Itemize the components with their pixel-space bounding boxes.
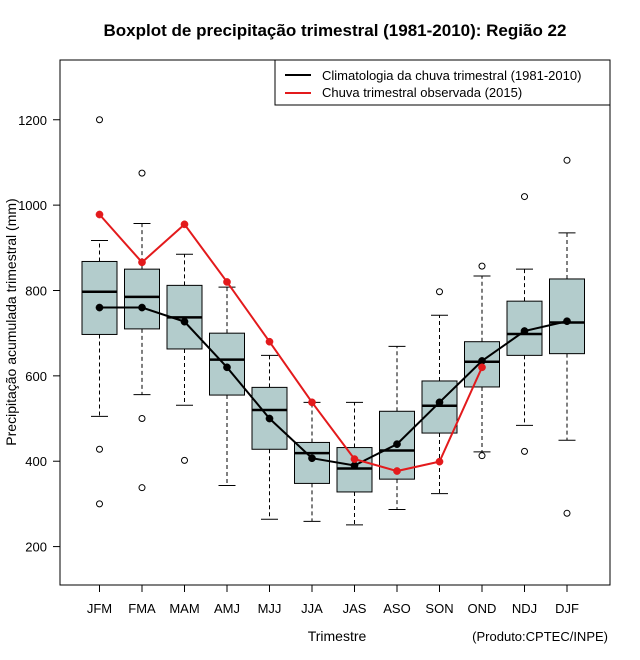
box-iqr bbox=[124, 268, 160, 330]
series-point-climatology bbox=[265, 414, 274, 423]
x-tick-label: AMJ bbox=[214, 601, 240, 616]
outlier-point bbox=[478, 452, 486, 460]
outlier-point bbox=[96, 500, 103, 508]
series-point-climatology bbox=[95, 303, 104, 312]
outlier-point bbox=[96, 116, 103, 124]
series-point-observed bbox=[223, 278, 231, 286]
chart-title: Boxplot de precipitação trimestral (1981… bbox=[104, 21, 567, 40]
box-iqr bbox=[464, 341, 500, 388]
series-point-climatology bbox=[138, 303, 146, 312]
y-tick-label: 200 bbox=[25, 540, 47, 555]
series-point-observed bbox=[435, 457, 444, 466]
series-point-climatology bbox=[393, 440, 401, 448]
box-iqr bbox=[294, 441, 330, 484]
y-tick-label: 800 bbox=[25, 283, 47, 298]
legend-label-observed: Chuva trimestral observada (2015) bbox=[322, 85, 522, 100]
series-point-observed bbox=[393, 467, 401, 475]
box-djf bbox=[549, 156, 585, 517]
outlier-point bbox=[96, 445, 103, 453]
x-tick-label: DJF bbox=[555, 601, 579, 616]
series-point-climatology bbox=[180, 317, 189, 326]
y-tick-label: 600 bbox=[25, 369, 47, 384]
x-tick-label: OND bbox=[468, 601, 497, 616]
series-point-climatology bbox=[350, 461, 359, 470]
series-point-climatology bbox=[223, 363, 231, 372]
box-ond bbox=[464, 262, 500, 460]
outlier-point bbox=[138, 169, 146, 177]
y-axis-label: Precipitação acumulada trimestral (mm) bbox=[3, 198, 19, 445]
series-point-observed bbox=[138, 258, 146, 267]
series-point-observed bbox=[308, 398, 316, 407]
box-fma bbox=[124, 169, 160, 492]
box-ndj bbox=[506, 193, 543, 455]
box-amj bbox=[209, 286, 245, 487]
series-point-observed bbox=[478, 363, 486, 372]
outlier-point bbox=[521, 193, 528, 201]
outlier-point bbox=[138, 415, 146, 423]
box-iqr bbox=[549, 278, 585, 355]
x-tick-label: JJA bbox=[301, 601, 323, 616]
x-tick-label: MJJ bbox=[258, 601, 282, 616]
y-axis: 200 400 600 800 1000 1200 bbox=[18, 113, 61, 555]
series-point-climatology bbox=[520, 327, 529, 335]
series-point-observed bbox=[350, 455, 359, 463]
x-axis: JFM FMA MAM AMJ MJJ JJA JAS ASO SON OND NDJ DJF bbox=[87, 584, 579, 616]
x-axis-label: Trimestre bbox=[308, 628, 367, 644]
series-point-observed bbox=[95, 210, 104, 219]
outlier-point bbox=[563, 156, 571, 164]
credit-text: (Produto:CPTEC/INPE) bbox=[472, 629, 608, 644]
box-jja bbox=[294, 401, 330, 522]
series-point-observed bbox=[180, 220, 189, 229]
legend-box bbox=[274, 59, 611, 106]
legend-label-climatology: Climatologia da chuva trimestral (1981-2… bbox=[322, 68, 581, 83]
x-tick-label: ASO bbox=[383, 601, 410, 616]
box-iqr bbox=[81, 260, 118, 335]
outlier-point bbox=[138, 484, 146, 492]
box-mam bbox=[166, 253, 203, 464]
outlier-point bbox=[181, 456, 188, 464]
x-tick-label: JFM bbox=[87, 601, 112, 616]
x-tick-label: FMA bbox=[128, 601, 156, 616]
box-jfm bbox=[81, 116, 118, 508]
x-tick-label: NDJ bbox=[512, 601, 537, 616]
boxes-group bbox=[81, 116, 585, 526]
box-aso bbox=[379, 345, 415, 510]
x-tick-label: JAS bbox=[343, 601, 367, 616]
outlier-point bbox=[478, 262, 486, 270]
series-point-climatology bbox=[563, 317, 571, 326]
series-point-climatology bbox=[435, 398, 444, 407]
series-point-climatology bbox=[478, 357, 486, 365]
y-tick-label: 1000 bbox=[18, 198, 47, 213]
outlier-point bbox=[521, 447, 528, 455]
series-line-climatology bbox=[99, 306, 568, 467]
outlier-point bbox=[563, 509, 571, 517]
y-tick-label: 1200 bbox=[18, 113, 47, 128]
y-tick-label: 400 bbox=[25, 454, 47, 469]
x-tick-label: MAM bbox=[169, 601, 199, 616]
x-tick-label: SON bbox=[425, 601, 453, 616]
series-point-climatology bbox=[308, 454, 316, 463]
box-mjj bbox=[251, 354, 288, 520]
box-iqr bbox=[336, 447, 373, 493]
outlier-point bbox=[436, 288, 443, 296]
series-group bbox=[95, 210, 571, 475]
series-point-observed bbox=[265, 337, 274, 346]
box-iqr bbox=[421, 380, 458, 434]
legend: Climatologia da chuva trimestral (1981-2… bbox=[274, 59, 611, 106]
series-line-observed bbox=[98, 213, 483, 473]
